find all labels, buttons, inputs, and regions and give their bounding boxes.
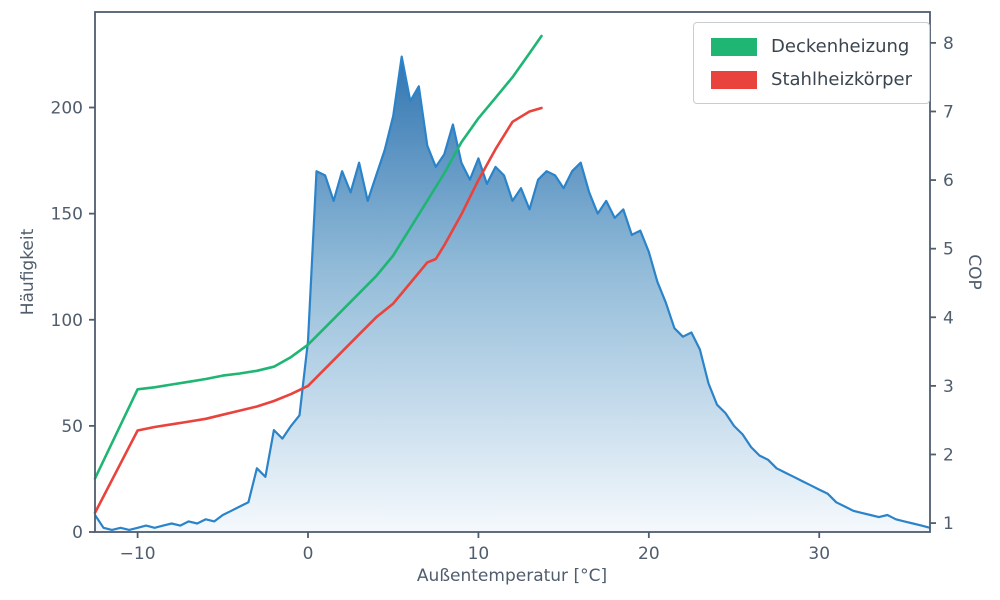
y-right-tick-label: 4 — [943, 308, 954, 328]
x-tick-label: 30 — [808, 544, 830, 564]
y-right-tick-label: 8 — [943, 34, 954, 54]
legend: Deckenheizung Stahlheizkörper — [693, 22, 930, 104]
y-left-tick-label: 150 — [51, 205, 83, 225]
x-tick-label: −10 — [120, 544, 156, 564]
y-left-tick-label: 200 — [51, 99, 83, 119]
y-axis-label-left: Häufigkeit — [18, 228, 38, 316]
y-right-tick-label: 6 — [943, 171, 954, 191]
x-axis-label: Außentemperatur [°C] — [416, 566, 608, 586]
x-tick-label: 0 — [303, 544, 314, 564]
legend-swatch-red — [711, 70, 758, 89]
y-axis-label-right: COP — [964, 254, 984, 290]
plot-spines — [94, 11, 931, 533]
frequency-area — [95, 56, 930, 532]
legend-label: Stahlheizkörper — [771, 69, 912, 90]
x-tick-label: 20 — [638, 544, 660, 564]
y-right-tick-label: 5 — [943, 240, 954, 260]
y-right-tick-label: 3 — [943, 377, 954, 397]
legend-label: Deckenheizung — [771, 36, 910, 57]
y-right-tick-label: 1 — [943, 514, 954, 534]
legend-item-stahlheizkoerper: Stahlheizkörper — [711, 69, 912, 90]
x-tick-label: 10 — [468, 544, 490, 564]
legend-swatch-green — [711, 37, 758, 56]
y-right-tick-label: 2 — [943, 445, 954, 465]
frequency-line — [94, 55, 931, 532]
y-left-tick-label: 50 — [61, 417, 83, 437]
y-left-tick-label: 100 — [51, 311, 83, 331]
y-right-tick-label: 7 — [943, 102, 954, 122]
cop-line-stahlheizkörper — [93, 106, 543, 515]
cop-line-deckenheizung — [93, 34, 543, 480]
y-left-tick-label: 0 — [72, 523, 83, 543]
legend-item-deckenheizung: Deckenheizung — [711, 36, 912, 57]
